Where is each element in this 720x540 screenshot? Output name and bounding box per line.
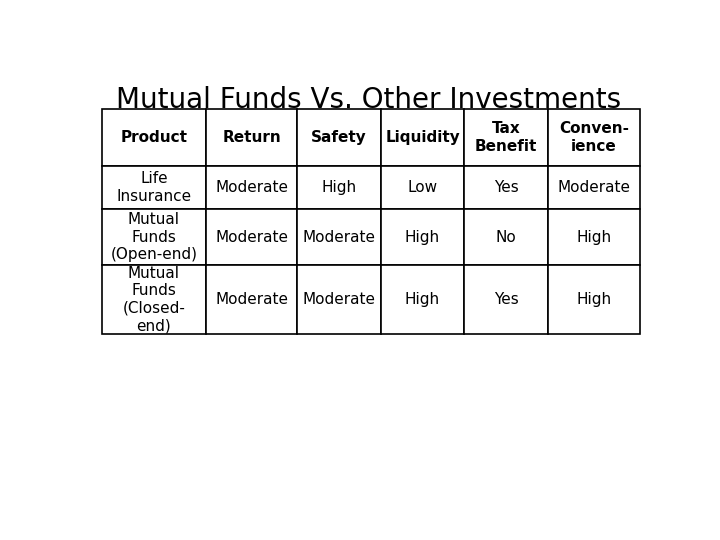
Bar: [381, 210, 464, 265]
Bar: [464, 110, 548, 166]
Text: Conven-
ience: Conven- ience: [559, 122, 629, 154]
Bar: [207, 265, 297, 334]
Text: Moderate: Moderate: [215, 180, 288, 195]
Bar: [381, 166, 464, 210]
Text: Tax
Benefit: Tax Benefit: [474, 122, 537, 154]
Bar: [548, 265, 640, 334]
Bar: [102, 265, 207, 334]
Bar: [297, 210, 381, 265]
Text: Moderate: Moderate: [215, 292, 288, 307]
Bar: [297, 166, 381, 210]
Bar: [297, 265, 381, 334]
Text: Yes: Yes: [494, 180, 518, 195]
Text: Mutual
Funds
(Closed-
end): Mutual Funds (Closed- end): [122, 266, 186, 333]
Text: High: High: [405, 230, 440, 245]
Text: Liquidity: Liquidity: [385, 130, 460, 145]
Text: Low: Low: [408, 180, 438, 195]
Bar: [207, 166, 297, 210]
Text: Return: Return: [222, 130, 282, 145]
Text: Moderate: Moderate: [302, 230, 376, 245]
Bar: [548, 210, 640, 265]
Text: High: High: [577, 230, 611, 245]
Text: Product: Product: [120, 130, 187, 145]
Text: Life
Insurance: Life Insurance: [117, 171, 192, 204]
Bar: [207, 210, 297, 265]
Bar: [464, 166, 548, 210]
Bar: [102, 210, 207, 265]
Text: Yes: Yes: [494, 292, 518, 307]
Bar: [464, 210, 548, 265]
Text: Safety: Safety: [311, 130, 367, 145]
Text: Moderate: Moderate: [215, 230, 288, 245]
Text: Mutual Funds Vs. Other Investments: Mutual Funds Vs. Other Investments: [117, 86, 621, 114]
Text: High: High: [322, 180, 356, 195]
Bar: [102, 166, 207, 210]
Bar: [464, 265, 548, 334]
Bar: [548, 166, 640, 210]
Text: Moderate: Moderate: [302, 292, 376, 307]
Bar: [207, 110, 297, 166]
Text: High: High: [405, 292, 440, 307]
Bar: [102, 110, 207, 166]
Text: High: High: [577, 292, 611, 307]
Bar: [381, 110, 464, 166]
Bar: [548, 110, 640, 166]
Text: Moderate: Moderate: [557, 180, 631, 195]
Bar: [297, 110, 381, 166]
Bar: [381, 265, 464, 334]
Text: Mutual
Funds
(Open-end): Mutual Funds (Open-end): [110, 212, 197, 262]
Text: No: No: [495, 230, 516, 245]
